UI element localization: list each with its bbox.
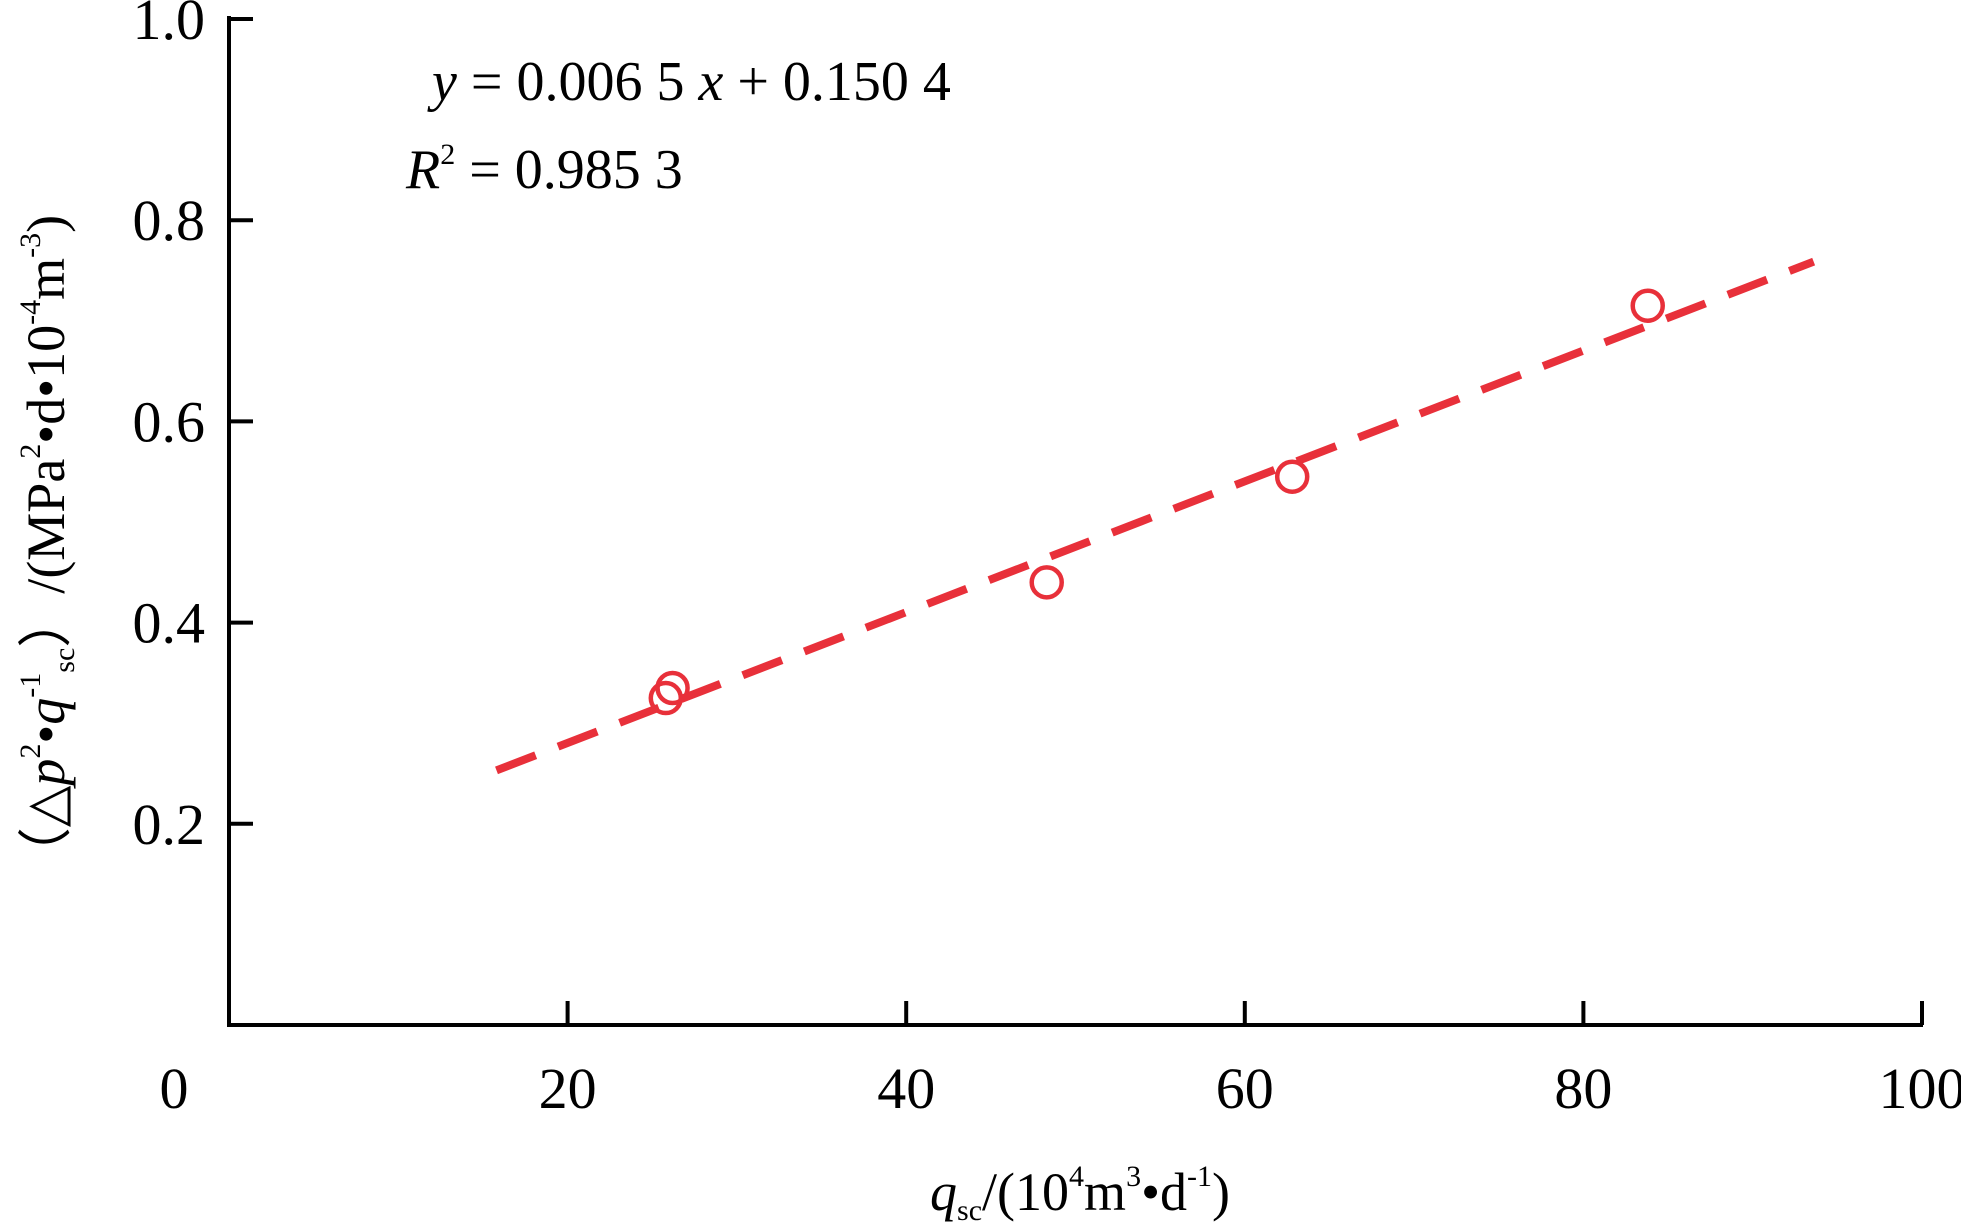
x-tick-label: 40 — [877, 1056, 935, 1121]
y-axis-tick-labels: 0.2 0.4 0.6 0.8 1.0 — [133, 0, 206, 857]
data-point — [648, 680, 684, 716]
r-squared-symbol: R — [405, 139, 440, 201]
y-title-q: q — [16, 698, 76, 725]
x-tick-label: 20 — [539, 1056, 597, 1121]
x-tick-label: 60 — [1216, 1056, 1274, 1121]
y-axis-title: （△p2•q-1sc）/(MPa2•d•10-4m-3) — [14, 215, 81, 881]
y-title-p: p — [16, 759, 76, 790]
x-title-exp2: 3 — [1126, 1160, 1141, 1193]
x-title-dot: •d — [1141, 1162, 1187, 1222]
x-title-sub: sc — [957, 1194, 982, 1222]
data-point — [1029, 565, 1064, 600]
y-tick-label: 0.4 — [133, 591, 206, 656]
data-points — [648, 288, 1665, 716]
y-tick-label: 0.2 — [133, 792, 206, 857]
r-squared-exponent: 2 — [440, 138, 455, 171]
y-title-unit-exp3: -3 — [14, 233, 47, 258]
equation-annotation: y = 0.006 5 x + 0.150 4 — [427, 51, 951, 113]
y-title-unit-exp2: -4 — [14, 300, 47, 325]
y-title-unit-open: /(MPa — [16, 459, 76, 594]
equation-y-symbol: y — [427, 51, 457, 113]
x-axis-tick-labels: 0 20 40 60 80 100 — [160, 1056, 1961, 1121]
y-tick-label: 1.0 — [133, 0, 206, 52]
x-axis-title: qsc/(104m3•d-1) — [930, 1160, 1230, 1222]
y-tick-label: 0.8 — [133, 188, 206, 253]
data-point — [655, 670, 690, 706]
y-axis-ticks — [229, 17, 253, 826]
y-title-unit-exp1: 2 — [14, 444, 47, 459]
x-tick-label: 0 — [160, 1056, 189, 1121]
y-title-unit-mid: •d•10 — [16, 325, 76, 444]
equation-slope: = 0.006 5 — [457, 51, 699, 113]
x-tick-label: 100 — [1879, 1056, 1961, 1121]
y-title-unit-close: ) — [16, 215, 76, 233]
x-title-close: ) — [1212, 1162, 1230, 1222]
y-title-open: （△ — [16, 785, 76, 881]
x-axis-ticks — [565, 1001, 1924, 1025]
r-squared-value: = 0.985 3 — [455, 139, 683, 201]
r-squared-annotation: R2 = 0.985 3 — [405, 138, 683, 201]
equation-x-symbol: x — [697, 51, 723, 113]
x-title-q: q — [930, 1162, 957, 1222]
x-title-exp3: -1 — [1187, 1160, 1212, 1193]
y-title-q-sub: sc — [48, 648, 81, 673]
y-tick-label: 0.6 — [133, 389, 206, 454]
x-title-unit-open: /(10 — [982, 1162, 1069, 1222]
x-title-exp1: 4 — [1069, 1160, 1084, 1193]
y-title-dot: • — [16, 725, 76, 744]
data-point — [1630, 288, 1665, 323]
trendline — [495, 257, 1816, 775]
y-title-close: ） — [16, 594, 76, 648]
y-title-p-exp: 2 — [14, 744, 47, 759]
x-tick-label: 80 — [1554, 1056, 1612, 1121]
equation-intercept: + 0.150 4 — [723, 51, 951, 113]
x-title-m: m — [1084, 1162, 1126, 1222]
y-title-unit-m: m — [16, 258, 76, 300]
y-title-q-exp: -1 — [14, 673, 47, 698]
data-point — [1274, 459, 1310, 494]
